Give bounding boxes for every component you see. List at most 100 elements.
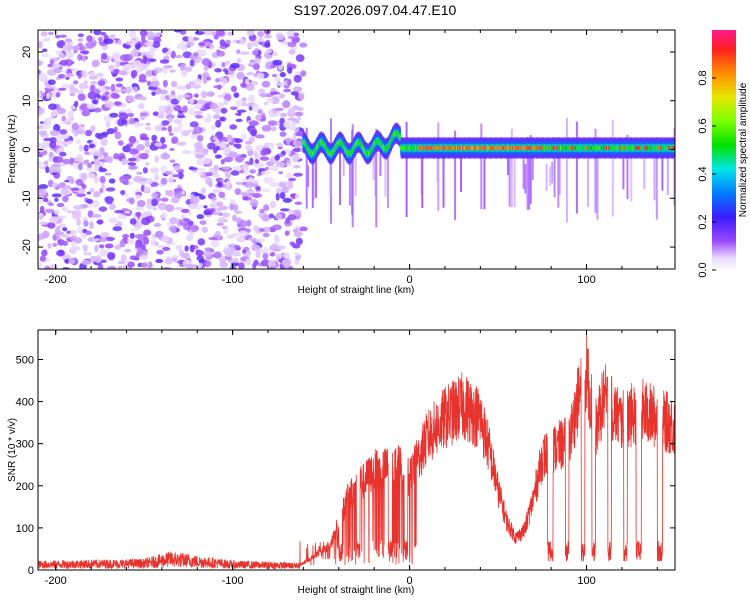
heatmap-noise-cell [39,221,48,225]
heatmap-streak [622,153,625,190]
heatmap-noise-cell [107,265,117,269]
heatmap-noise-cell [68,257,76,265]
heatmap-streak [508,140,511,207]
heatmap-noise-cell [172,126,183,133]
heatmap-streak [513,143,516,207]
heatmap-noise-cell [275,32,284,40]
heatmap-noise-cell [203,210,212,216]
heatmap-streak [666,143,669,196]
spectrogram-ylabel: Frequency (Hz) [7,115,18,184]
heatmap-noise-cell [92,99,98,105]
heatmap-noise-cell [279,131,287,137]
heatmap-noise-cell [282,258,292,266]
heatmap-noise-cell [189,98,195,105]
heatmap-noise-cell [173,207,184,210]
heatmap-noise-cell [176,43,185,50]
heatmap-noise-cell [87,162,92,168]
heatmap-noise-cell [293,165,301,169]
heatmap-noise-cell [295,237,303,245]
heatmap-noise-cell [59,53,66,59]
heatmap-noise-cell [135,43,141,50]
heatmap-noise-cell [261,80,271,88]
heatmap-noise-cell [188,167,199,171]
heatmap-noise-cell [90,81,98,85]
heatmap-noise-cell [62,43,73,52]
heatmap-noise-cell [113,126,118,133]
heatmap-noise-cell [228,74,236,78]
heatmap-noise-cell [54,197,59,202]
heatmap-noise-cell [82,244,89,250]
heatmap-streak [387,144,389,209]
heatmap-noise-cell [214,154,222,159]
heatmap-noise-cell [38,41,43,49]
heatmap-noise-cell [268,110,274,118]
heatmap-noise-cell [281,186,290,194]
heatmap-noise-cell [173,164,181,171]
heatmap-noise-cell [101,52,108,60]
heatmap-noise-cell [183,263,194,269]
heatmap-noise-cell [209,102,218,110]
heatmap-noise-cell [47,243,52,249]
heatmap-noise-cell [39,205,45,214]
heatmap-noise-cell [200,90,208,99]
heatmap-noise-cell [294,111,304,117]
heatmap-noise-cell [176,141,187,146]
heatmap-noise-cell [100,32,107,36]
heatmap-streak [630,150,633,202]
heatmap-noise-cell [82,216,89,222]
heatmap-noise-cell [103,38,114,45]
heatmap-noise-cell [217,181,223,187]
heatmap-streak [507,154,509,175]
heatmap-streak [384,146,387,197]
heatmap-noise-cell [128,135,137,144]
heatmap-noise-cell [95,132,101,139]
heatmap-carrier-core [398,134,402,139]
heatmap-streak [553,137,556,198]
heatmap-noise-cell [288,177,297,182]
heatmap-noise-cell [160,136,166,144]
heatmap-noise-cell [108,217,118,224]
heatmap-streak [339,146,341,205]
heatmap-noise-cell [286,67,293,74]
heatmap-noise-cell [130,69,138,78]
heatmap-noise-cell [177,123,183,128]
heatmap-noise-cell [62,158,72,165]
heatmap-noise-cell [76,193,86,198]
heatmap-noise-cell [171,136,179,144]
heatmap-noise-cell [267,120,277,126]
heatmap-noise-cell [264,34,272,39]
heatmap-noise-cell [99,187,104,194]
spectrogram-heatmap [38,30,675,269]
heatmap-noise-cell [234,210,243,214]
heatmap-noise-cell [292,243,301,249]
heatmap-noise-cell [134,234,144,239]
heatmap-noise-cell [162,67,168,75]
colorbar-tick-label: 0.8 [697,70,709,85]
heatmap-noise-cell [280,40,290,45]
heatmap-noise-cell [161,120,170,126]
heatmap-noise-cell [121,119,128,125]
heatmap-noise-cell [233,251,241,257]
heatmap-noise-cell [165,189,170,196]
heatmap-noise-cell [53,156,64,163]
heatmap-noise-cell [160,197,169,202]
heatmap-noise-cell [202,75,208,84]
heatmap-noise-cell [194,93,199,98]
heatmap-noise-cell [128,148,139,155]
heatmap-noise-cell [182,105,188,113]
heatmap-noise-cell [105,236,115,242]
heatmap-noise-cell [246,72,254,76]
heatmap-noise-cell [269,244,279,252]
heatmap-noise-cell [62,240,68,247]
heatmap-noise-cell [136,200,146,207]
heatmap-noise-cell [132,60,142,68]
heatmap-noise-cell [61,134,70,139]
heatmap-noise-cell [279,192,286,199]
heatmap-noise-cell [275,213,283,220]
heatmap-noise-cell [160,165,168,174]
heatmap-noise-cell [44,266,51,269]
heatmap-noise-cell [215,30,225,37]
heatmap-noise-cell [296,116,302,121]
heatmap-noise-cell [59,34,67,38]
heatmap-noise-cell [205,172,213,177]
